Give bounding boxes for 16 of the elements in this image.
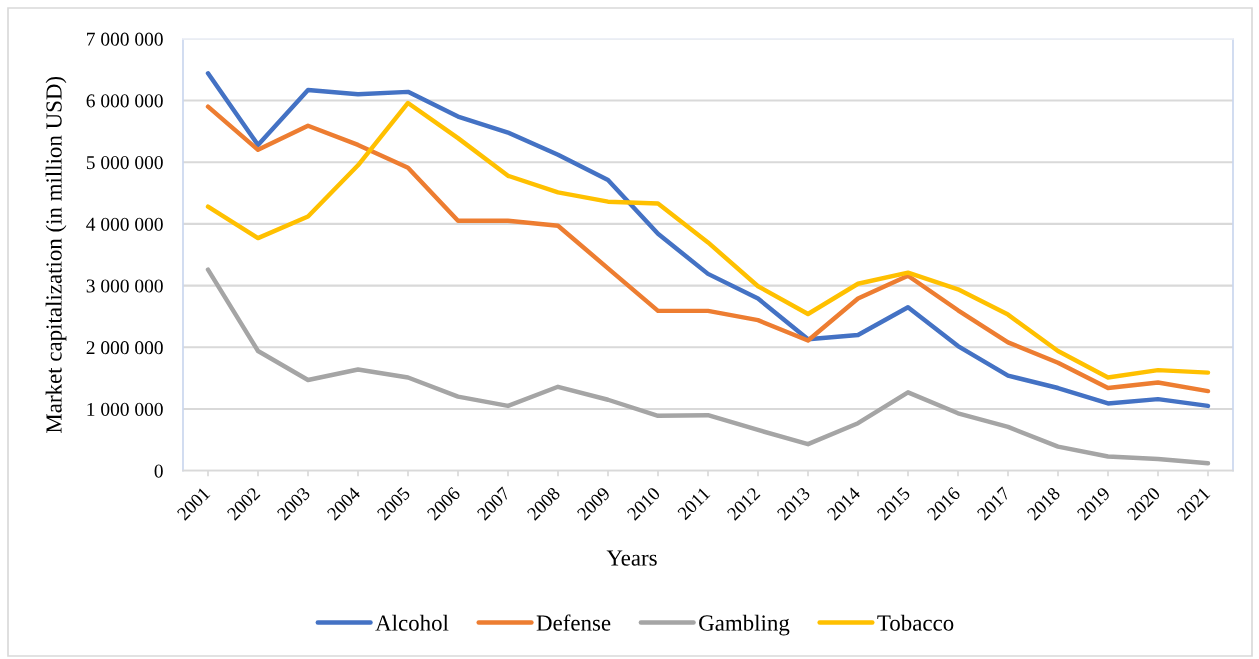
y-tick-label: 4 000 000: [86, 217, 163, 231]
y-axis-title: Market capitalization (in million USD): [45, 76, 67, 433]
y-tick-label: 2 000 000: [86, 341, 163, 355]
y-tick-label: 7 000 000: [87, 32, 163, 46]
y-tick-label: 1 000 000: [87, 402, 163, 416]
y-tick-label: 0: [154, 464, 163, 478]
x-axis-title: Years: [606, 550, 657, 566]
legend-label: Tobacco: [877, 614, 954, 631]
y-tick-label: 6 000 000: [86, 94, 163, 108]
legend-label: Alcohol: [375, 614, 449, 631]
legend-label: Defense: [536, 614, 611, 631]
x-tick-label: 2011: [676, 486, 711, 521]
y-tick-label: 5 000 000: [86, 156, 163, 170]
legend-label: Gambling: [699, 614, 790, 636]
y-tick-label: 3 000 000: [86, 279, 163, 293]
line-series: [205, 267, 1211, 466]
